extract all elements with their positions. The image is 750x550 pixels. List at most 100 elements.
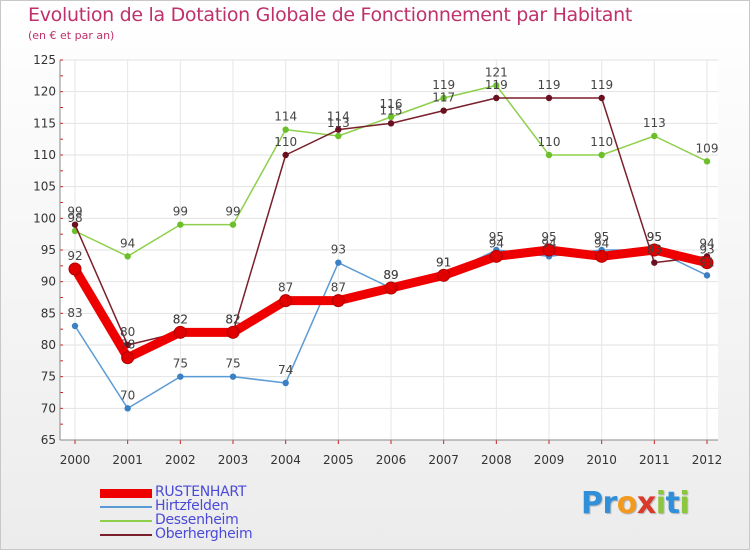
- data-label-dessenheim: 121: [485, 65, 508, 79]
- x-tick-label: 2001: [112, 453, 143, 467]
- logo-letter: t: [665, 486, 680, 521]
- data-point-hirtzfelden: [703, 272, 711, 279]
- x-tick-label: 2004: [270, 453, 301, 467]
- data-point-oberhergheim: [493, 94, 500, 102]
- data-label-rustenhart: 92: [67, 249, 82, 263]
- y-tick-label: 85: [41, 306, 56, 320]
- data-point-rustenhart: [647, 243, 661, 257]
- data-point-dessenheim: [598, 151, 605, 159]
- data-point-oberhergheim: [598, 94, 605, 102]
- data-point-rustenhart: [68, 262, 82, 276]
- data-label-rustenhart: 93: [699, 243, 714, 257]
- data-label-dessenheim: 116: [380, 97, 403, 111]
- logo-letter: i: [679, 486, 690, 521]
- data-label-hirtzfelden: 74: [278, 363, 293, 377]
- data-label-hirtzfelden: 75: [225, 357, 240, 371]
- data-point-oberhergheim: [282, 151, 289, 159]
- x-tick-label: 2003: [218, 453, 249, 467]
- x-tick-label: 2012: [692, 453, 723, 467]
- data-point-dessenheim: [177, 221, 184, 228]
- logo-letter: r: [602, 486, 618, 521]
- data-label-rustenhart: 94: [489, 236, 504, 250]
- data-point-oberhergheim: [651, 259, 658, 266]
- data-label-dessenheim: 114: [274, 110, 297, 124]
- data-point-dessenheim: [229, 221, 237, 228]
- data-label-hirtzfelden: 91: [699, 255, 714, 269]
- data-label-hirtzfelden: 75: [173, 357, 188, 371]
- data-label-hirtzfelden: 95: [489, 230, 504, 244]
- data-point-rustenhart: [700, 256, 714, 270]
- data-label-hirtzfelden: 95: [594, 230, 609, 244]
- data-label-hirtzfelden: 94: [541, 236, 556, 250]
- data-point-dessenheim: [335, 132, 342, 140]
- data-point-dessenheim: [493, 82, 500, 89]
- data-label-oberhergheim: 114: [327, 110, 350, 124]
- x-tick-label: 2007: [428, 453, 459, 467]
- legend-swatch: [100, 506, 152, 508]
- x-tick-label: 2000: [60, 453, 91, 467]
- x-tick-label: 2011: [639, 453, 670, 467]
- data-point-oberhergheim: [545, 94, 553, 102]
- data-point-oberhergheim: [335, 126, 342, 133]
- data-point-hirtzfelden: [177, 373, 184, 380]
- data-label-rustenhart: 82: [225, 312, 240, 326]
- data-label-oberhergheim: 80: [120, 325, 135, 339]
- legend-label: Dessenheim: [155, 512, 239, 528]
- data-point-rustenhart: [331, 294, 345, 308]
- chart-title: Evolution de la Dotation Globale de Fonc…: [28, 4, 633, 26]
- data-point-oberhergheim: [71, 221, 79, 228]
- data-label-dessenheim: 98: [67, 211, 82, 225]
- data-point-rustenhart: [595, 249, 609, 263]
- y-tick-label: 100: [33, 211, 56, 225]
- data-point-rustenhart: [226, 325, 240, 339]
- legend-label: Oberhergheim: [155, 526, 253, 542]
- data-label-dessenheim: 110: [590, 135, 613, 149]
- logo-letter: P: [581, 486, 603, 521]
- data-label-hirtzfelden: 95: [647, 230, 662, 244]
- data-label-oberhergheim: 99: [67, 205, 82, 219]
- data-label-dessenheim: 113: [643, 116, 666, 130]
- data-point-dessenheim: [124, 253, 131, 260]
- data-label-oberhergheim: 119: [538, 78, 561, 92]
- data-label-rustenhart: 95: [647, 230, 662, 244]
- y-tick-label: 90: [41, 275, 56, 289]
- data-point-dessenheim: [545, 151, 553, 159]
- data-label-hirtzfelden: 91: [436, 255, 451, 269]
- data-label-rustenhart: 87: [278, 281, 293, 295]
- data-label-rustenhart: 87: [331, 281, 346, 295]
- data-point-hirtzfelden: [282, 379, 289, 387]
- y-tick-label: 120: [33, 85, 56, 99]
- data-label-dessenheim: 99: [225, 205, 240, 219]
- data-label-oberhergheim: 119: [485, 78, 508, 92]
- data-point-hirtzfelden: [229, 373, 237, 380]
- data-label-rustenhart: 78: [120, 338, 135, 352]
- data-point-hirtzfelden: [71, 322, 79, 330]
- legend-label: RUSTENHART: [155, 484, 247, 500]
- data-label-rustenhart: 95: [541, 230, 556, 244]
- data-point-rustenhart: [121, 351, 135, 365]
- data-point-oberhergheim: [387, 120, 395, 127]
- y-tick-label: 75: [41, 370, 56, 384]
- x-tick-label: 2005: [323, 453, 354, 467]
- chart-subtitle: (en € et par an): [28, 29, 115, 42]
- y-tick-label: 125: [33, 53, 56, 67]
- y-tick-label: 95: [41, 243, 56, 257]
- data-label-rustenhart: 89: [383, 268, 398, 282]
- data-point-dessenheim: [703, 158, 711, 165]
- data-point-rustenhart: [173, 325, 187, 339]
- data-point-rustenhart: [542, 243, 556, 257]
- data-label-dessenheim: 99: [173, 205, 188, 219]
- data-label-oberhergheim: 110: [274, 135, 297, 149]
- data-label-oberhergheim: 117: [432, 91, 455, 105]
- data-point-dessenheim: [440, 94, 447, 102]
- data-label-hirtzfelden: 83: [67, 306, 82, 320]
- data-label-oberhergheim: 115: [380, 103, 403, 117]
- data-label-hirtzfelden: 89: [383, 268, 398, 282]
- x-tick-label: 2006: [376, 453, 407, 467]
- data-label-dessenheim: 110: [538, 135, 561, 149]
- y-tick-label: 65: [41, 433, 56, 447]
- data-label-dessenheim: 94: [120, 236, 135, 250]
- data-label-oberhergheim: 82: [225, 312, 240, 326]
- data-point-rustenhart: [437, 268, 451, 282]
